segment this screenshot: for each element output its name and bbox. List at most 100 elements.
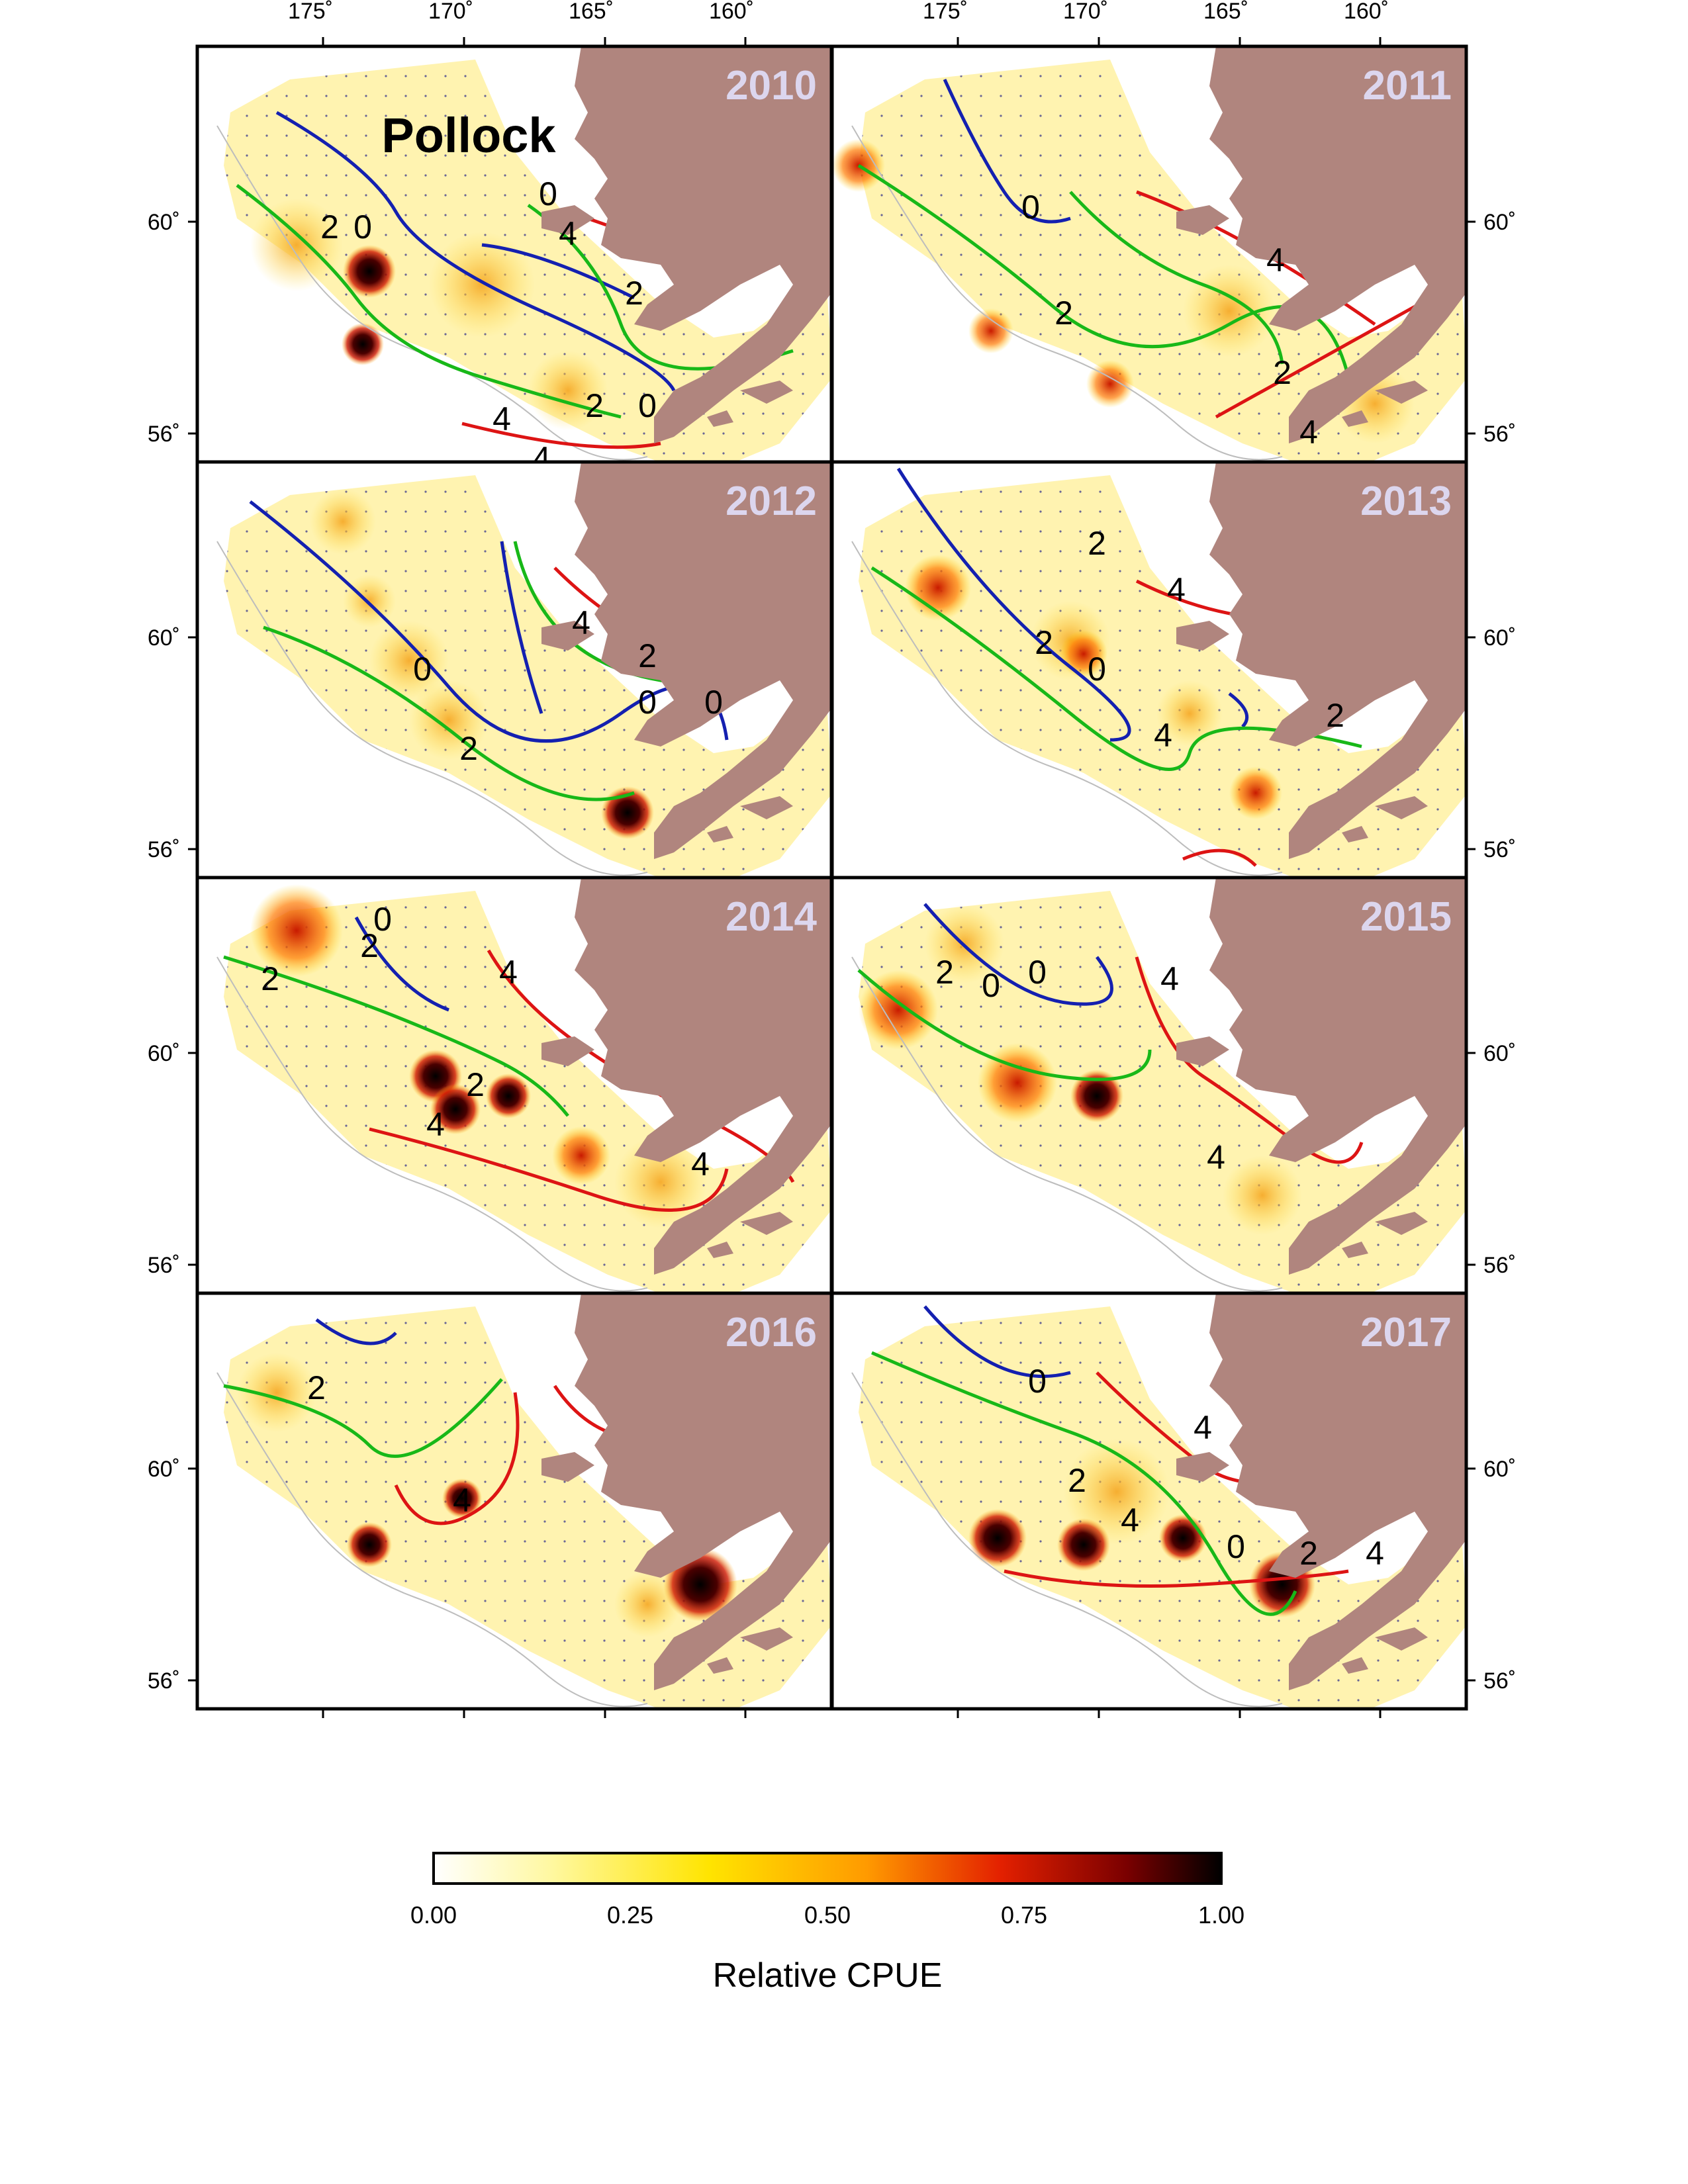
cpue-hotspot — [1229, 766, 1282, 819]
contour-label: 2 — [261, 960, 279, 997]
lat-tick-label: 60˚ — [1483, 1457, 1516, 1482]
cpue-hotspot — [310, 488, 376, 555]
temperature-contour — [315, 1318, 397, 1345]
contour-label: 4 — [499, 954, 518, 991]
contour-label: 0 — [353, 208, 372, 246]
temperature-contour — [870, 1351, 1297, 1616]
lat-tick-label: 56˚ — [1483, 1253, 1516, 1278]
cpue-hotspot — [250, 199, 343, 291]
cpue-hotspot — [1156, 680, 1223, 747]
panel-year: 2016 — [726, 1310, 817, 1355]
temperature-contour — [923, 1305, 1071, 1379]
lat-tick-label: 60˚ — [1483, 1041, 1516, 1066]
lon-tick-label: 165˚ — [569, 0, 614, 24]
cpue-hotspot — [905, 555, 971, 621]
contour-label: 4 — [426, 1106, 445, 1143]
temperature-contour — [461, 422, 661, 449]
cpue-hotspot — [343, 245, 396, 298]
contour-label: 0 — [1088, 651, 1106, 688]
cpue-hotspot — [442, 1479, 482, 1518]
shelf-break-line — [216, 956, 648, 1292]
lat-tick-label: 56˚ — [1483, 422, 1516, 447]
colorbar-tick-label: 0.00 — [410, 1901, 457, 1929]
contour-label: 0 — [638, 684, 657, 721]
contour-label: 0 — [1028, 1363, 1047, 1400]
cpue-hotspot — [552, 1126, 610, 1185]
contour-label: 0 — [1021, 189, 1040, 226]
contour-label: 0 — [638, 387, 657, 424]
species-title: Pollock — [381, 108, 556, 163]
contour-label: 2 — [1299, 1535, 1318, 1572]
map-panel: 4 2 0 0 0 2 2012 60˚ 56˚ — [148, 460, 833, 880]
contour-label: 2 — [1035, 624, 1053, 661]
cpue-hotspot — [250, 884, 343, 977]
contour-label: 4 — [453, 1482, 471, 1519]
cpue-hotspot — [342, 323, 384, 365]
contour-label: 2 — [1273, 354, 1291, 391]
cpue-hotspot — [486, 1073, 531, 1118]
contour-label: 2 — [935, 954, 954, 991]
contour-label: 4 — [532, 440, 551, 477]
cpue-hotspot — [369, 621, 449, 700]
contour-label: 4 — [1121, 1502, 1139, 1539]
shelf-break-line — [216, 541, 648, 876]
shelf-break-line — [851, 125, 1283, 461]
temperature-contour — [223, 1378, 503, 1458]
panel-frame — [830, 1291, 1468, 1711]
contour-label: 2 — [585, 387, 604, 424]
lon-tick-label: 175˚ — [288, 0, 333, 24]
lon-tick-label: 175˚ — [923, 0, 968, 24]
lat-tick-label: 56˚ — [148, 422, 180, 447]
temperature-contour — [481, 243, 635, 300]
contour-label: 4 — [572, 604, 590, 641]
contour-label: 4 — [1299, 414, 1318, 451]
panel-year: 2014 — [726, 894, 817, 940]
contour-label: 4 — [1207, 1139, 1225, 1176]
cpue-hotspot — [978, 1043, 1057, 1122]
temperature-contour — [896, 467, 1131, 742]
temperature-contour — [354, 916, 449, 1012]
cpue-hotspot — [968, 1509, 1027, 1567]
contour-label: 2 — [459, 730, 478, 767]
contour-label: 4 — [1160, 960, 1179, 997]
contour-label: 4 — [559, 215, 577, 252]
temperature-contour — [1182, 848, 1257, 867]
temperature-contour — [1004, 1569, 1349, 1588]
contour-label: 0 — [1227, 1528, 1245, 1565]
lat-tick-label: 60˚ — [148, 1457, 180, 1482]
colorbar-ramp — [432, 1852, 1223, 1885]
cpue-hotspot — [429, 232, 535, 338]
contour-label: 2 — [1088, 525, 1106, 562]
temperature-contour — [870, 566, 1362, 771]
shelf-break-line — [851, 956, 1283, 1292]
lon-tick-label: 165˚ — [1203, 0, 1248, 24]
lat-tick-label: 56˚ — [148, 1668, 180, 1694]
cpue-hotspot — [347, 1522, 392, 1567]
temperature-contour — [923, 903, 1113, 1006]
cpue-hotspot — [1060, 630, 1107, 678]
panel-year: 2011 — [1362, 63, 1452, 109]
temperature-contour — [1069, 191, 1284, 365]
contour-label: 2 — [1055, 295, 1073, 332]
cpue-hotspot — [1223, 1156, 1302, 1235]
temperature-contour — [394, 1392, 520, 1525]
shelf-break-line — [851, 541, 1283, 876]
contour-label: 2 — [320, 208, 339, 246]
colorbar-tick-label: 0.50 — [804, 1901, 851, 1929]
panel-year: 2017 — [1360, 1310, 1452, 1355]
colorbar-tick-label: 1.00 — [1198, 1901, 1244, 1929]
contour-label: 4 — [1154, 717, 1172, 754]
contour-label: 2 — [360, 927, 379, 964]
panel-year: 2013 — [1360, 478, 1452, 524]
lon-ticks-top: 175˚ 170˚ 165˚ 160˚ 175˚ 170˚ 165˚ 160˚ — [288, 0, 1389, 24]
temperature-contour — [1228, 692, 1249, 728]
temperature-contour — [263, 625, 635, 801]
colorbar-tick-label: 0.75 — [1001, 1901, 1047, 1929]
colorbar-tick-label: 0.25 — [607, 1901, 653, 1929]
lat-tick-label: 56˚ — [1483, 837, 1516, 862]
cpue-hotspot — [430, 1084, 481, 1134]
